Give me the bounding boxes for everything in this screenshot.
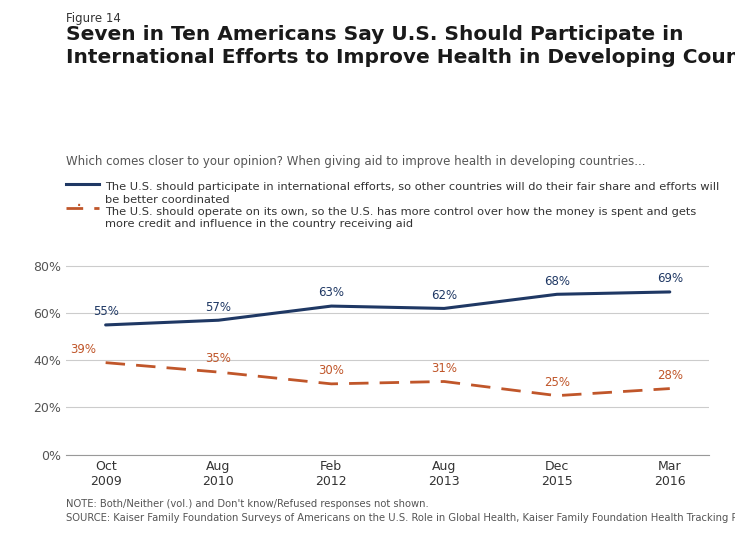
Text: 31%: 31% bbox=[431, 362, 457, 375]
Text: 69%: 69% bbox=[656, 272, 683, 285]
Text: FAMILY: FAMILY bbox=[631, 518, 689, 533]
Text: Which comes closer to your opinion? When giving aid to improve health in develop: Which comes closer to your opinion? When… bbox=[66, 155, 645, 169]
Text: FOUNDATION: FOUNDATION bbox=[637, 536, 683, 541]
Text: 35%: 35% bbox=[206, 353, 232, 365]
Text: THE HENRY J.: THE HENRY J. bbox=[637, 499, 683, 504]
Text: 39%: 39% bbox=[71, 343, 96, 356]
Text: 68%: 68% bbox=[544, 275, 570, 288]
Text: The U.S. should operate on its own, so the U.S. has more control over how the mo: The U.S. should operate on its own, so t… bbox=[105, 207, 696, 229]
Text: The U.S. should participate in international efforts, so other countries will do: The U.S. should participate in internati… bbox=[105, 182, 720, 205]
Text: KAISER: KAISER bbox=[630, 506, 689, 522]
Text: Figure 14: Figure 14 bbox=[66, 12, 121, 25]
Text: Seven in Ten Americans Say U.S. Should Participate in
International Efforts to I: Seven in Ten Americans Say U.S. Should P… bbox=[66, 25, 735, 67]
Text: NOTE: Both/Neither (vol.) and Don't know/Refused responses not shown.
SOURCE: Ka: NOTE: Both/Neither (vol.) and Don't know… bbox=[66, 499, 735, 523]
Text: ·: · bbox=[76, 197, 82, 216]
Text: 63%: 63% bbox=[318, 287, 344, 300]
Text: 62%: 62% bbox=[431, 289, 457, 302]
Text: 57%: 57% bbox=[206, 301, 232, 314]
Text: 25%: 25% bbox=[544, 376, 570, 389]
Text: 28%: 28% bbox=[657, 369, 683, 382]
Text: 30%: 30% bbox=[318, 364, 344, 377]
Text: 55%: 55% bbox=[93, 305, 118, 318]
